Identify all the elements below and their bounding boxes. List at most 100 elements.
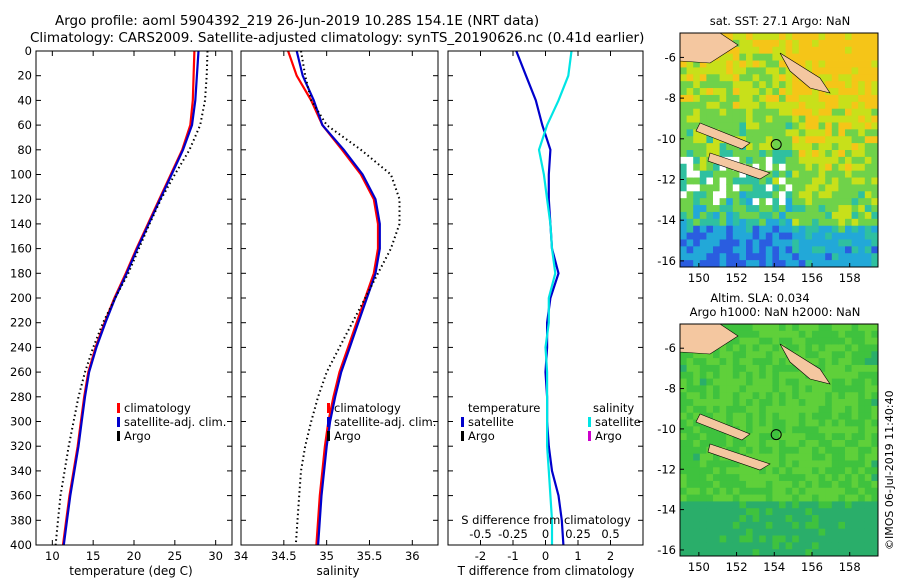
map-cell [699,549,707,557]
island [707,443,771,471]
map-cell [680,150,687,158]
map-cell [812,60,819,68]
map-cell [746,177,753,185]
map-cell [851,136,859,144]
map-cell [713,115,720,123]
map-cell [686,474,694,482]
map-cell [831,67,839,75]
map-cell [693,136,701,144]
map-cell [845,480,852,489]
map-cell [772,392,780,400]
map-cell [772,433,780,441]
map-cell [805,480,813,489]
map-cell [713,385,720,393]
map-cell [825,358,833,366]
legend-swatch-argo [117,431,120,441]
map-cell [706,122,714,130]
map-cell [726,184,734,192]
map-cell [838,528,846,536]
map-cell [818,467,826,475]
map-cell [851,419,859,427]
map-cell [706,260,714,268]
map-cell [812,246,819,254]
map-cell [693,94,701,103]
map-cell [686,405,694,414]
map-cell [779,239,786,247]
map-cell [686,385,694,393]
map-cell [805,94,813,103]
map-cell [845,177,852,185]
map-cell [699,191,707,199]
map-cell [851,385,859,393]
map-cell [838,371,846,379]
map-cell [831,170,839,178]
map-cell [713,198,720,206]
map-cell [825,232,833,240]
map-cell [719,508,727,516]
map-cell [719,191,727,199]
map-cell [686,94,694,103]
map-cell [680,122,687,130]
map-cell [831,205,839,213]
map-cell [726,191,734,199]
map-cell [686,528,694,536]
map-cell [752,405,760,414]
map-cell [759,39,767,48]
legend-label-sal-argo: Argo [595,429,622,443]
map-x-tick-label: 154 [763,560,785,574]
map-cell [772,46,780,55]
map-cell [871,122,879,130]
map-cell [825,177,833,185]
map-cell [726,225,734,233]
map-cell [864,405,872,414]
map-cell [686,460,694,468]
series-line-climatology [61,50,196,546]
s-difference-label: S difference from climatology [461,513,631,527]
map-cell [739,446,747,455]
map-cell [713,67,720,75]
map-cell [864,399,872,407]
map-cell [759,143,767,151]
map-cell [864,67,872,75]
map-cell [739,122,747,130]
map-cell [779,385,786,393]
map-cell [864,218,872,227]
map-cell [759,218,767,227]
map-cell [759,467,767,475]
map-cell [706,385,714,393]
map-cell [851,88,859,96]
map-cell [792,542,800,550]
map-cell [792,344,800,352]
map-cell [732,371,740,379]
map-cell [699,81,707,89]
map-cell [739,218,747,227]
map-cell [779,232,786,240]
map-cell [831,412,839,420]
map-cell [851,253,859,261]
map-cell [752,412,760,420]
map-cell [785,211,793,220]
map-cell [693,156,701,165]
map-cell [726,494,734,502]
map-cell [851,446,859,455]
map-cell [772,385,780,393]
map-cell [759,88,767,96]
map-cell [851,225,859,233]
map-cell [825,39,833,48]
map-cell [812,351,819,359]
map-cell [838,440,846,448]
map-cell [851,371,859,379]
map-cell [759,419,767,427]
map-cell [871,94,879,103]
map-cell [812,53,819,61]
map-cell [680,143,687,151]
map-cell [686,549,694,557]
map-cell [706,528,714,536]
map-cell [858,60,866,68]
map-cell [812,515,819,523]
map-cell [845,405,852,414]
map-y-tick-label: -16 [657,543,676,557]
map-cell [858,53,866,61]
map-cell [713,239,720,247]
map-cell [825,205,833,213]
